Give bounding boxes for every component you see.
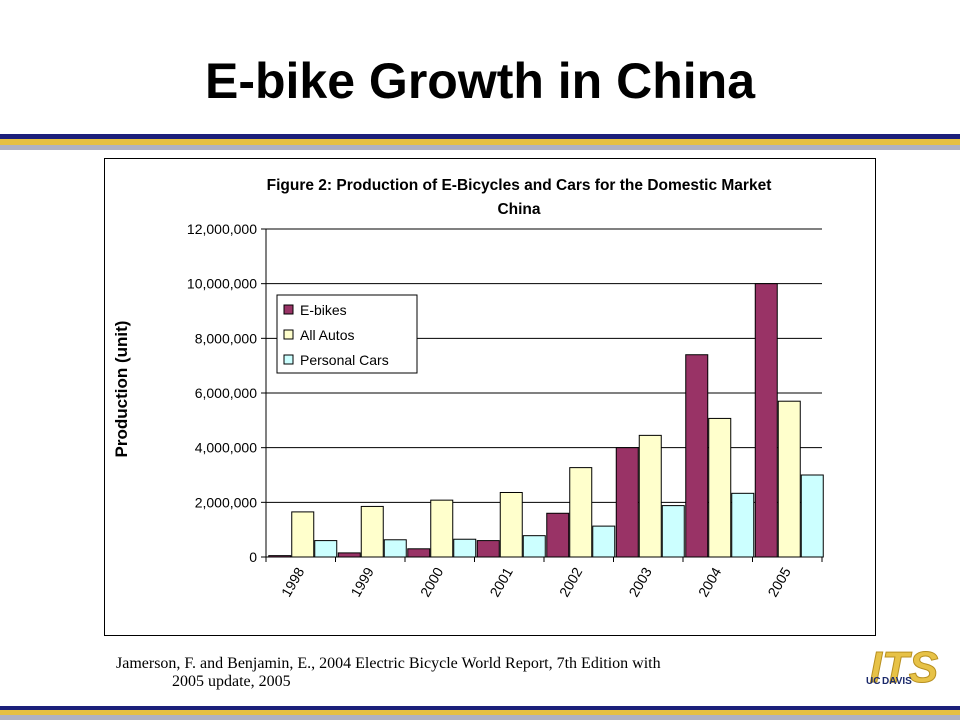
bar-all-autos (430, 499, 454, 558)
stripe-gold-bottom (0, 710, 960, 715)
y-tick-label: 12,000,000 (187, 221, 257, 237)
bar-all-autos (499, 491, 523, 558)
chart-title-line2: China (497, 201, 540, 218)
legend-label: Personal Cars (300, 352, 389, 368)
x-tick-label: 2000 (417, 564, 447, 599)
x-tick-label: 1999 (347, 564, 377, 599)
bar-e-bikes (615, 447, 639, 558)
y-tick-label: 10,000,000 (187, 276, 257, 292)
x-tick-label: 2001 (486, 564, 516, 599)
x-tick-label: 2002 (556, 564, 586, 599)
x-tick-label: 2004 (695, 564, 725, 599)
bar-e-bikes (546, 512, 570, 558)
legend-swatch (283, 354, 294, 365)
y-tick-label: 4,000,000 (195, 440, 257, 456)
bar-personal-cars (383, 539, 407, 558)
logo-davis-text: DAVIS (882, 676, 912, 687)
plot-area: 0 2,000,000 4,000,000 6,000,000 8,000,000 10,… (187, 221, 824, 599)
bar-all-autos (777, 400, 801, 558)
bar-e-bikes (754, 283, 778, 558)
bar-personal-cars (592, 525, 616, 558)
bar-all-autos (638, 434, 662, 558)
bar-personal-cars (731, 492, 755, 558)
bar-e-bikes (407, 548, 431, 558)
slide-title: E-bike Growth in China (204, 53, 756, 109)
bar-all-autos (569, 467, 593, 558)
bar-personal-cars (522, 535, 546, 558)
bar-personal-cars (800, 474, 824, 558)
chart-title-line1: Figure 2: Production of E-Bicycles and C… (267, 177, 772, 194)
bar-e-bikes (476, 540, 500, 558)
bottom-stripes (0, 706, 960, 720)
bar-personal-cars (661, 505, 685, 558)
legend-swatch (283, 304, 294, 315)
citation: Jamerson, F. and Benjamin, E., 2004 Elec… (116, 655, 796, 691)
bar-all-autos (360, 505, 384, 558)
bar-e-bikes (685, 354, 709, 558)
stripe-gray (0, 145, 960, 150)
legend-box (276, 294, 418, 374)
bar-personal-cars (314, 540, 338, 558)
y-tick-label: 0 (249, 549, 257, 565)
bar-e-bikes (337, 552, 361, 558)
bar-all-autos (708, 417, 732, 558)
bar-personal-cars (453, 538, 477, 558)
chart-frame: Figure 2: Production of E-Bicycles and C… (104, 158, 876, 636)
x-tick-label: 1998 (278, 564, 308, 599)
x-tick-label: 2003 (625, 564, 655, 599)
y-axis-label: Production (unit) (112, 321, 131, 458)
y-tick-label: 6,000,000 (195, 385, 257, 401)
top-stripes (0, 134, 960, 150)
chart: Figure 2: Production of E-Bicycles and C… (112, 177, 824, 599)
y-tick-label: 8,000,000 (195, 330, 257, 346)
stripe-gray-bottom (0, 715, 960, 720)
its-ucdavis-logo: ITS UC DAVIS (866, 643, 939, 693)
citation-line1: Jamerson, F. and Benjamin, E., 2004 Elec… (116, 655, 661, 672)
legend: E-bikes All Autos Personal Cars (276, 294, 418, 374)
stripe-dark (0, 134, 960, 139)
logo-its-text: ITS (870, 643, 938, 692)
bar-all-autos (291, 511, 315, 558)
legend-label: E-bikes (300, 302, 347, 318)
bar-e-bikes (268, 555, 292, 558)
logo-uc-text: UC (866, 676, 880, 687)
stripe-gold (0, 139, 960, 145)
stripe-dark-bottom (0, 706, 960, 710)
legend-label: All Autos (300, 327, 354, 343)
y-tick-label: 2,000,000 (195, 494, 257, 510)
legend-swatch (283, 329, 294, 340)
citation-line2: 2005 update, 2005 (172, 673, 291, 690)
x-tick-label: 2005 (764, 564, 794, 599)
